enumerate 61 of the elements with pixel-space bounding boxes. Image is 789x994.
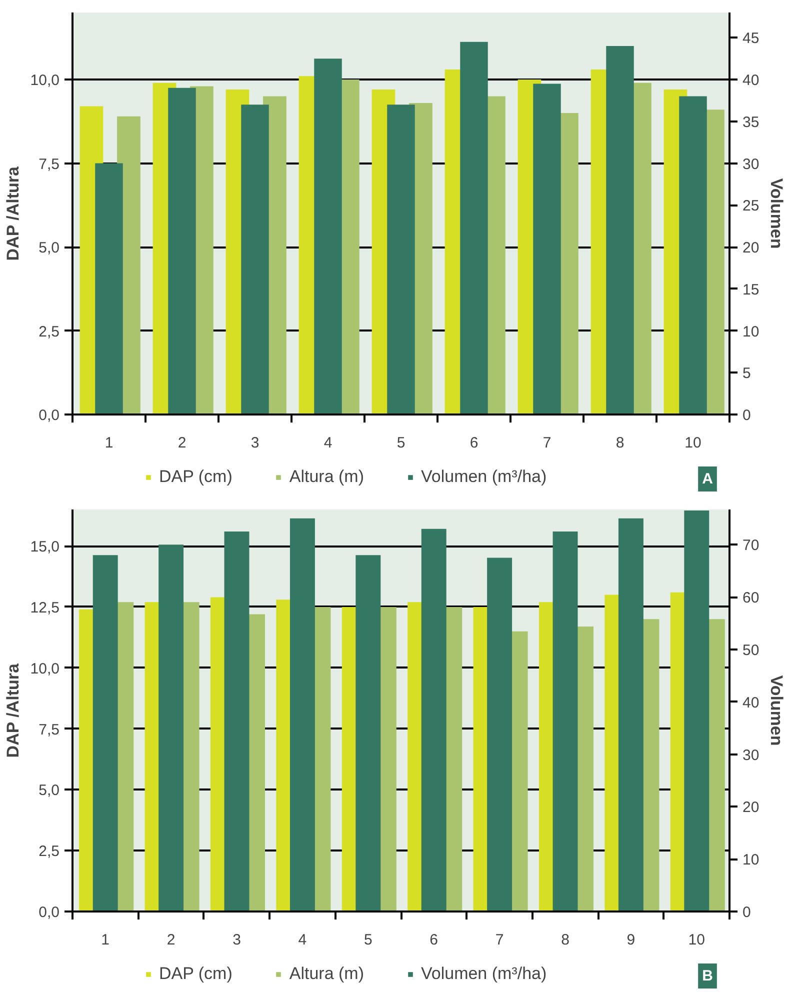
x-tick-label: 3 (250, 434, 260, 452)
y-tick-label: 5,0 (38, 240, 60, 256)
y-tick-label: 0,0 (38, 407, 60, 424)
y2-tick-label: 15 (742, 281, 760, 298)
y2-tick-label: 45 (742, 30, 760, 48)
legend-label: DAP (cm) (159, 467, 232, 487)
y2-tick-label: 60 (742, 590, 760, 607)
x-tick-label: 5 (396, 434, 406, 452)
x-tick-label: 10 (684, 434, 702, 452)
y2-tick-label: 20 (742, 799, 760, 816)
x-tick-label: 1 (101, 932, 110, 948)
text: A (702, 470, 714, 488)
text: B (702, 968, 714, 984)
y2-tick-label: 25 (742, 198, 760, 215)
x-tick-label: 8 (561, 932, 570, 948)
y2-tick-label: 10 (742, 323, 760, 340)
y-axis-title: DAP /Altura (3, 663, 22, 758)
legend-label: DAP (cm) (159, 964, 232, 984)
y-tick-label: 12,5 (30, 599, 60, 616)
x-tick-label: 9 (626, 932, 636, 948)
legend-label: Volumen (m³/ha) (420, 964, 547, 984)
y-tick-label: 2,5 (38, 843, 60, 860)
legend-label: Volumen (m³/ha) (420, 467, 547, 487)
y-tick-label: 15,0 (30, 538, 60, 556)
y2-tick-label: 50 (742, 642, 760, 659)
y2-tick-label: 70 (742, 537, 760, 554)
y2-tick-label: 20 (742, 240, 760, 256)
legend-label: Altura (m) (289, 964, 364, 984)
x-tick-label: 2 (166, 932, 176, 948)
y2-tick-label: 40 (742, 72, 760, 89)
y-tick-label: 5,0 (38, 782, 60, 800)
y2-tick-label: 30 (742, 746, 760, 764)
y2-tick-label: 10 (742, 852, 760, 869)
x-tick-label: 10 (688, 932, 705, 948)
x-tick-label: 5 (364, 932, 372, 948)
x-tick-label: 7 (542, 434, 552, 452)
x-tick-label: 4 (298, 932, 307, 948)
x-tick-label: 6 (430, 932, 438, 948)
y-tick-label: 2,5 (38, 323, 60, 340)
legend-label: Altura (m) (289, 467, 364, 487)
y-tick-label: 7,5 (38, 721, 60, 738)
y2-tick-label: 0 (742, 407, 751, 424)
x-tick-label: 4 (324, 434, 332, 452)
y-tick-label: 0,0 (38, 904, 60, 921)
y2-tick-label: 30 (742, 156, 760, 173)
x-tick-label: 7 (495, 932, 504, 948)
y2-tick-label: 35 (742, 114, 760, 131)
y2-tick-label: 5 (742, 365, 751, 382)
y2-axis-title: Volumen (767, 178, 786, 249)
y-tick-label: 10,0 (30, 72, 60, 89)
y2-axis-title: Volumen (767, 675, 786, 746)
x-tick-label: 3 (232, 932, 241, 948)
x-tick-label: 6 (470, 434, 478, 452)
y2-tick-label: 40 (742, 694, 760, 712)
x-tick-label: 2 (178, 434, 186, 452)
x-tick-label: 1 (104, 434, 114, 452)
y2-tick-label: 0 (742, 904, 751, 921)
y-tick-label: 7,5 (38, 156, 60, 173)
x-tick-label: 8 (616, 434, 624, 452)
y-tick-label: 10,0 (30, 660, 60, 678)
y-axis-title: DAP /Altura (3, 166, 22, 261)
